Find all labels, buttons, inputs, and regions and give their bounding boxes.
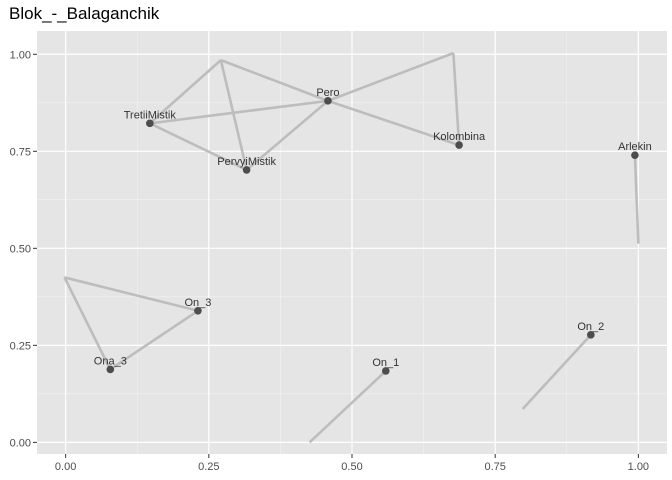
y-tick-label: 0.25 — [10, 340, 31, 352]
node-point — [324, 97, 332, 105]
node-point — [587, 331, 595, 339]
node-point — [242, 166, 251, 174]
x-tick-label: 1.00 — [628, 461, 649, 473]
node-label: Pero — [316, 87, 339, 99]
node-label: On_1 — [372, 357, 399, 369]
x-tick-label: 0.00 — [55, 461, 76, 473]
node-labels: TretiiMistik Pero PervyiMistik Kolombina Arl… — [94, 87, 652, 369]
y-tick-label: 0.00 — [10, 437, 31, 449]
node-label: On_2 — [577, 321, 604, 333]
node-point — [631, 151, 639, 159]
edge — [109, 309, 199, 371]
edge — [63, 276, 112, 370]
node-point — [455, 141, 463, 149]
edge — [149, 122, 248, 172]
node-label: TretiiMistik — [124, 109, 177, 121]
node-label: Ona_3 — [94, 355, 127, 367]
y-axis: 0.00 0.25 0.50 0.75 1.00 — [10, 49, 37, 449]
node-point — [381, 367, 390, 375]
x-tick-label: 0.25 — [198, 461, 219, 473]
major-gridlines — [37, 31, 667, 454]
y-tick-label: 0.50 — [10, 243, 31, 255]
node-label: Arlekin — [618, 141, 652, 153]
node-point — [146, 119, 154, 128]
edge — [327, 51, 454, 103]
node-label: PervyiMistik — [217, 156, 276, 168]
nodes — [106, 97, 639, 375]
edge — [219, 59, 248, 171]
node-point — [194, 307, 202, 315]
edge — [327, 99, 460, 147]
node-label: On_3 — [184, 297, 211, 309]
edges — [63, 51, 640, 444]
node-point — [106, 365, 115, 374]
edge — [148, 59, 222, 125]
y-tick-label: 1.00 — [10, 49, 31, 61]
node-label: Kolombina — [433, 131, 486, 143]
chart-title: Blok_-_Balaganchik — [9, 4, 160, 23]
edge — [64, 276, 199, 313]
edge — [633, 155, 640, 244]
y-tick-label: 0.75 — [10, 146, 31, 158]
edge — [521, 333, 592, 410]
x-axis: 0.00 0.25 0.50 0.75 1.00 — [55, 454, 649, 473]
edge — [452, 53, 461, 146]
x-tick-label: 0.75 — [484, 461, 505, 473]
edge — [308, 370, 387, 444]
edge — [245, 99, 329, 171]
edge — [149, 99, 329, 125]
edge — [220, 58, 329, 103]
x-tick-label: 0.50 — [341, 461, 362, 473]
